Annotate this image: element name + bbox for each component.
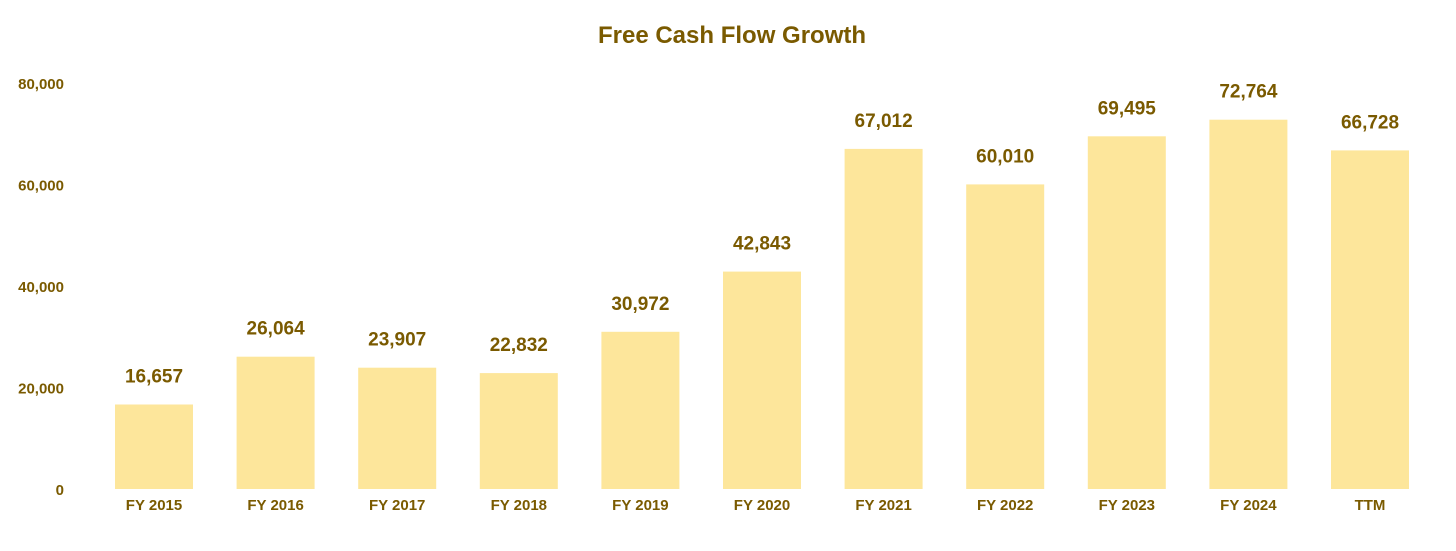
y-tick-label: 0: [56, 482, 64, 499]
chart-title: Free Cash Flow Growth: [598, 22, 866, 49]
x-tick-label: FY 2023: [1099, 497, 1155, 514]
bar: [601, 331, 680, 489]
bar: [844, 148, 923, 489]
x-tick-label: FY 2019: [612, 497, 668, 514]
y-tick-label: 60,000: [18, 178, 64, 195]
bar: [236, 356, 315, 489]
data-label: 72,764: [1219, 82, 1278, 103]
data-label: 60,010: [976, 146, 1034, 167]
x-tick-label: FY 2017: [369, 497, 425, 514]
bar: [358, 367, 437, 489]
data-label: 30,972: [611, 294, 669, 315]
x-tick-label: FY 2020: [734, 497, 790, 514]
data-label: 67,012: [855, 111, 913, 132]
bar: [723, 271, 801, 489]
bar: [1209, 119, 1288, 489]
data-labels: 16,657 26,064 23,907 22,832 30,972 42,843 67,0…: [125, 82, 1399, 388]
bar: [1331, 150, 1409, 489]
x-tick-label: FY 2016: [247, 497, 303, 514]
bar: [479, 373, 558, 489]
data-label: 16,657: [125, 367, 183, 388]
data-label: 69,495: [1098, 98, 1157, 119]
data-label: 66,728: [1341, 112, 1399, 133]
x-tick-label: FY 2022: [977, 497, 1033, 514]
bar: [966, 184, 1045, 489]
y-tick-label: 20,000: [18, 381, 64, 398]
x-tick-label: FY 2024: [1220, 497, 1277, 514]
y-tick-label: 80,000: [18, 76, 64, 93]
bar: [1087, 136, 1166, 490]
data-label: 26,064: [247, 319, 306, 340]
y-tick-label: 40,000: [18, 279, 64, 296]
x-axis: FY 2015 FY 2016 FY 2017 FY 2018 FY 2019 FY 20…: [126, 497, 1386, 514]
x-tick-label: TTM: [1355, 497, 1386, 514]
data-label: 42,843: [733, 234, 791, 255]
data-label: 22,832: [490, 335, 548, 356]
x-tick-label: FY 2018: [491, 497, 547, 514]
x-tick-label: FY 2021: [855, 497, 911, 514]
bar-series: [115, 119, 1409, 490]
y-axis: 0 20,000 40,000 60,000 80,000: [18, 76, 64, 499]
data-label: 23,907: [368, 330, 426, 351]
x-tick-label: FY 2015: [126, 497, 182, 514]
bar: [115, 404, 193, 489]
